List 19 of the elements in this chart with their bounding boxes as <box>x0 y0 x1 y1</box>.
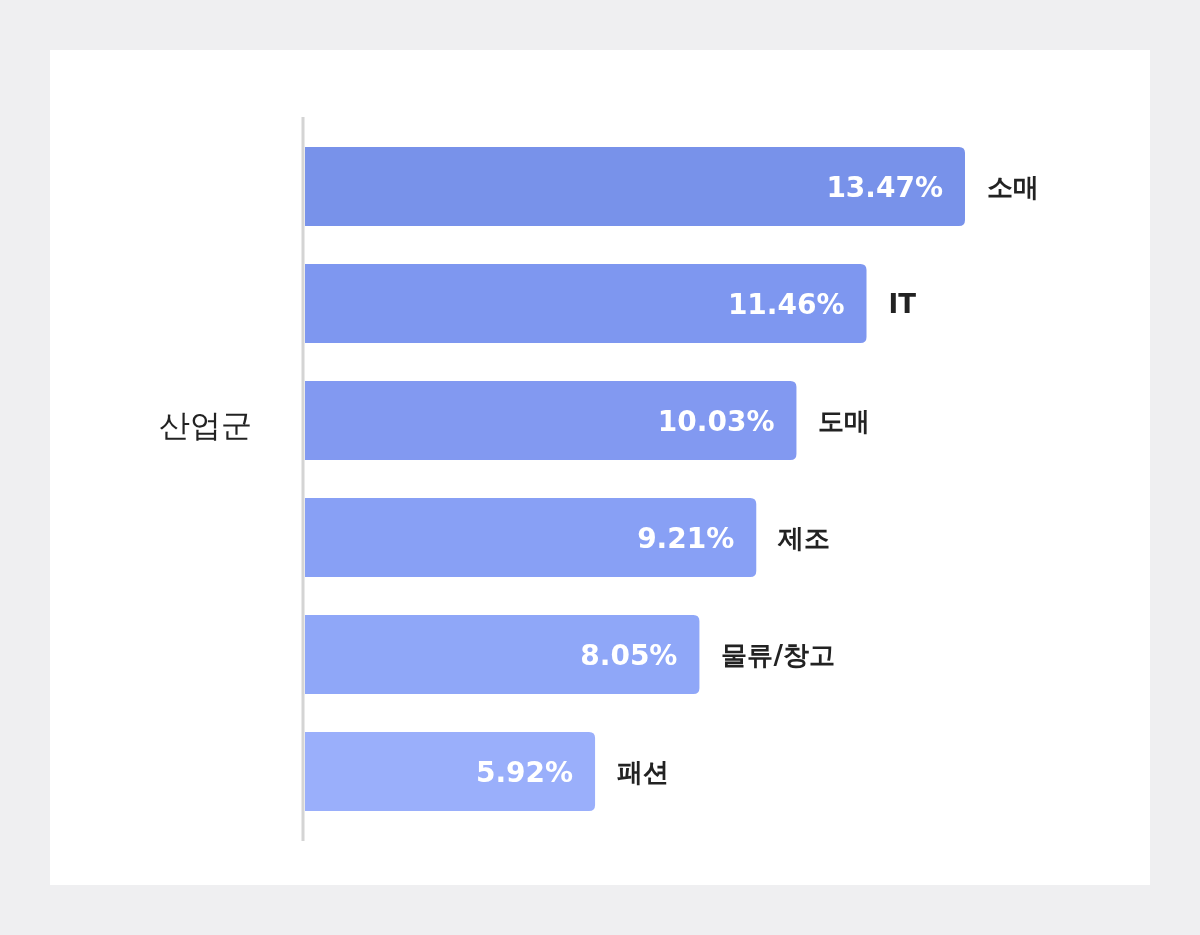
bar <box>305 381 797 460</box>
bar <box>305 147 965 226</box>
data-label: 8.05% <box>580 638 678 672</box>
data-label: 10.03% <box>657 404 775 438</box>
y-tick-label: 제조 <box>777 522 831 553</box>
data-label: 11.46% <box>727 287 845 321</box>
data-label: 9.21% <box>637 521 735 555</box>
bar <box>305 264 867 343</box>
y-tick-label: 소매 <box>987 171 1039 202</box>
bar <box>305 732 596 811</box>
bar <box>305 498 757 577</box>
data-label: 5.92% <box>475 755 574 789</box>
data-label: 13.47% <box>826 170 943 204</box>
y-tick-label: IT <box>888 288 917 319</box>
y-tick-label: 패션 <box>617 756 670 787</box>
y-axis-title: 산업군 <box>158 407 252 444</box>
y-tick-label: 도매 <box>818 405 871 436</box>
y-tick-label: 물류/창고 <box>721 639 835 670</box>
bar <box>305 615 700 694</box>
